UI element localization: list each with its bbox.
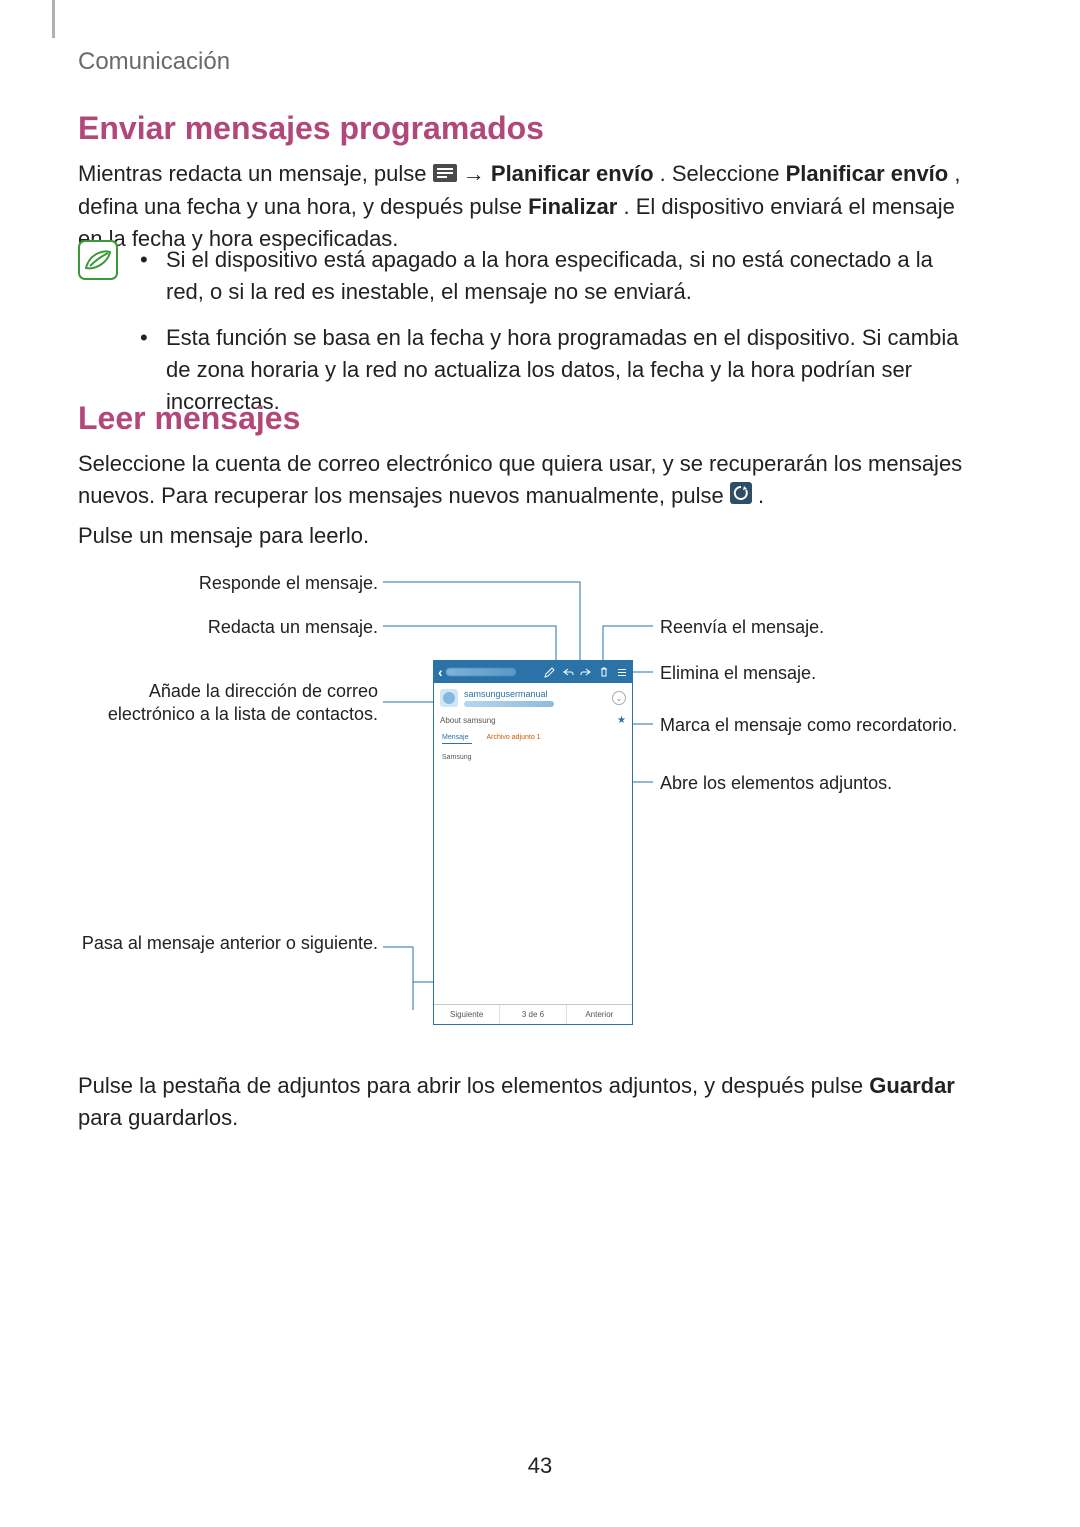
tab-attachment[interactable]: Archivo adjunto 1	[486, 734, 540, 741]
attachments-paragraph: Pulse la pestaña de adjuntos para abrir …	[78, 1070, 963, 1134]
compose-icon[interactable]	[544, 666, 556, 678]
section-title-read: Leer mensajes	[78, 400, 300, 437]
delete-icon[interactable]	[598, 666, 610, 678]
message-tabs: Mensaje Archivo adjunto 1	[434, 730, 632, 741]
tab-message[interactable]: Mensaje	[442, 734, 468, 741]
avatar[interactable]	[440, 689, 458, 707]
callout-star: Marca el mensaje como recordatorio.	[660, 714, 960, 737]
read-paragraph-2: Pulse un mensaje para leerlo.	[78, 520, 963, 552]
sender-row: samsungusermanual ⌄	[434, 683, 632, 709]
message-diagram: Responde el mensaje. Redacta un mensaje.…	[78, 562, 968, 1042]
star-icon[interactable]: ★	[617, 715, 626, 726]
nav-counter: 3 de 6	[500, 1005, 566, 1024]
note-icon	[78, 240, 118, 280]
nav-prev-button[interactable]: Anterior	[567, 1005, 632, 1024]
text: Planificar envío	[786, 161, 949, 186]
more-icon[interactable]	[616, 666, 628, 678]
toolbar-title-blur	[446, 668, 516, 676]
text: . Seleccione	[660, 161, 786, 186]
reply-icon[interactable]	[562, 666, 574, 678]
phone-toolbar: ‹	[434, 661, 632, 683]
text: Planificar envío	[491, 161, 654, 186]
callout-add-contact: Añade la dirección de correo electrónico…	[78, 680, 378, 727]
text: Finalizar	[528, 194, 617, 219]
callout-reply: Responde el mensaje.	[78, 572, 378, 595]
sender-name: samsungusermanual	[464, 689, 554, 699]
nav-next-button[interactable]: Siguiente	[434, 1005, 500, 1024]
section-title-scheduled: Enviar mensajes programados	[78, 110, 544, 147]
back-icon[interactable]: ‹	[438, 664, 443, 680]
text: Seleccione la cuenta de correo electróni…	[78, 451, 962, 508]
refresh-icon	[730, 481, 752, 513]
subject-row: About samsung ★	[434, 709, 632, 730]
text: →	[463, 161, 491, 186]
read-paragraph-1: Seleccione la cuenta de correo electróni…	[78, 448, 963, 513]
text: Mientras redacta un mensaje, pulse	[78, 161, 433, 186]
scheduled-paragraph: Mientras redacta un mensaje, pulse → Pla…	[78, 158, 963, 255]
phone-mock: ‹	[433, 660, 633, 1025]
text: Guardar	[869, 1073, 955, 1098]
sender-email-blur	[464, 701, 554, 707]
list-item: Si el dispositivo está apagado a la hora…	[140, 244, 970, 308]
bottom-nav: Siguiente 3 de 6 Anterior	[434, 1004, 632, 1024]
text: para guardarlos.	[78, 1105, 238, 1130]
callout-delete: Elimina el mensaje.	[660, 662, 960, 685]
subject-text: About samsung	[440, 716, 496, 725]
callout-prev-next: Pasa al mensaje anterior o siguiente.	[78, 932, 378, 955]
expand-icon[interactable]: ⌄	[612, 691, 626, 705]
text: Pulse la pestaña de adjuntos para abrir …	[78, 1073, 869, 1098]
callout-forward: Reenvía el mensaje.	[660, 616, 960, 639]
page-number: 43	[0, 1453, 1080, 1479]
menu-icon	[433, 159, 457, 191]
page-header: Comunicación	[78, 48, 230, 76]
page-edge-rule	[52, 0, 55, 38]
callout-attachments: Abre los elementos adjuntos.	[660, 772, 960, 795]
text: .	[758, 483, 764, 508]
forward-icon[interactable]	[580, 666, 592, 678]
message-body: Samsung	[434, 744, 632, 771]
callout-compose: Redacta un mensaje.	[78, 616, 378, 639]
